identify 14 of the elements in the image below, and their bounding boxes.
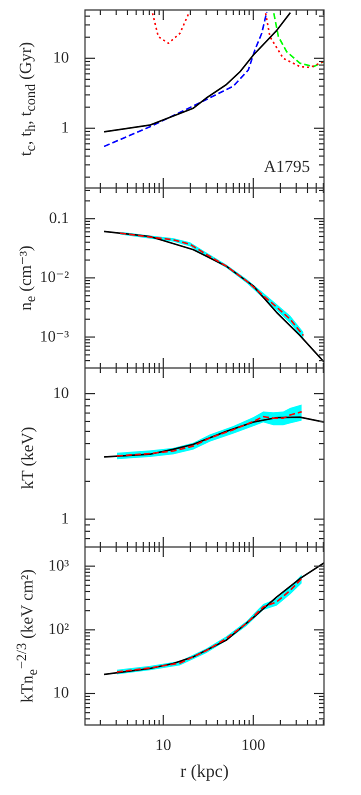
x-axis-title: r (kpc): [180, 760, 229, 781]
y-tick-label: 10: [53, 49, 69, 66]
y-tick-label: 10: [53, 384, 69, 402]
y-tick-label: 1: [61, 510, 69, 528]
y-axis-title: kT (keV): [18, 426, 38, 489]
x-tick-label: 100: [241, 736, 266, 754]
y-tick-label: 0.1: [49, 210, 69, 227]
y-tick-label: 10²: [48, 621, 70, 638]
y-tick-label: 10⁻²: [40, 269, 70, 286]
annotation: A1795: [264, 156, 310, 176]
y-tick-label: 10: [53, 684, 69, 702]
y-tick-label: 1: [61, 119, 69, 136]
y-tick-label: 10³: [48, 557, 70, 574]
y-tick-label: 10⁻³: [40, 328, 70, 346]
